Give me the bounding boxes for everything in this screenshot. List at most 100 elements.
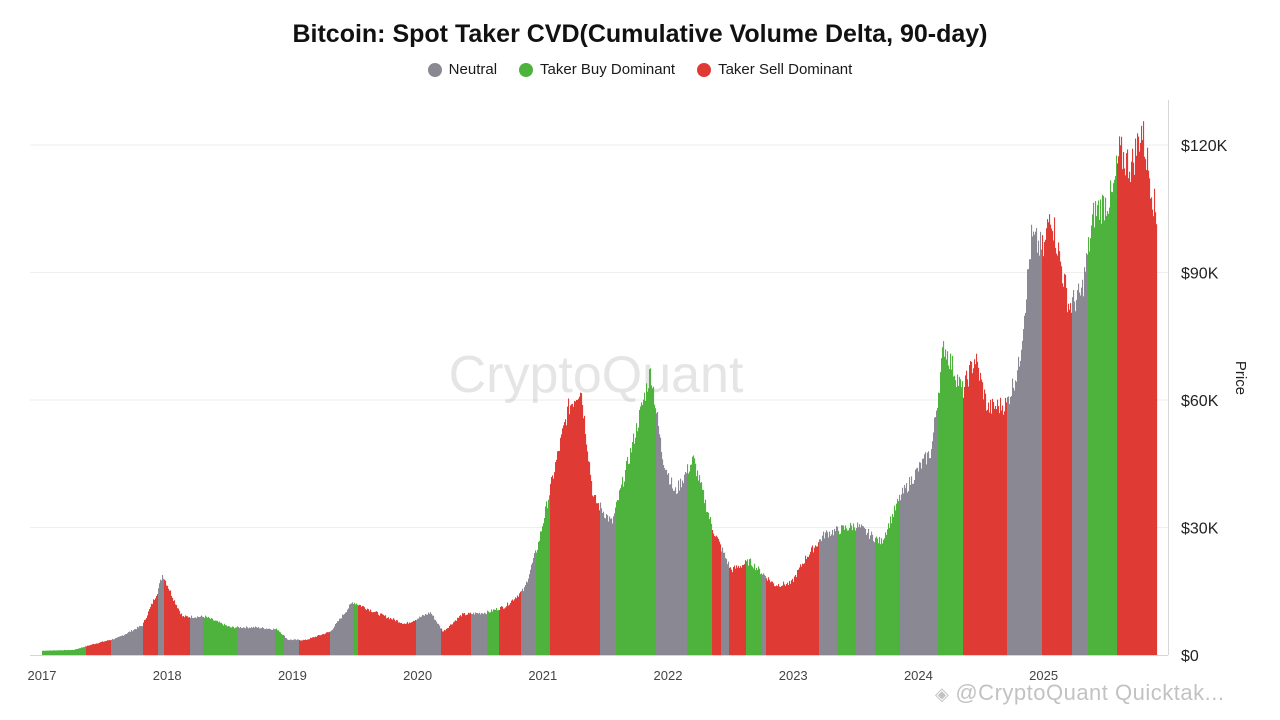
price-bar-neutral [670,484,672,655]
price-bar-neutral [921,468,923,655]
price-bar-sell [468,612,470,655]
price-bar-buy [60,650,62,655]
price-bar-sell [571,404,573,655]
price-bar-sell [1062,283,1064,655]
legend-dot-sell [697,62,712,77]
price-bar-sell [307,639,309,655]
price-bar-buy [952,355,954,655]
price-bar-neutral [201,615,203,655]
price-bar-neutral [423,615,425,655]
price-bar-sell [570,405,572,655]
price-bar-sell [302,640,304,655]
price-bar-sell [792,578,794,655]
price-bar-sell [397,620,399,655]
price-bar-sell [1135,138,1137,656]
price-bar-sell [104,641,106,655]
price-bar-neutral [661,452,663,655]
price-bar-buy [496,608,498,655]
price-bar-neutral [728,561,730,655]
price-bar-buy [899,494,901,655]
price-bar-buy [878,543,880,655]
price-bar-neutral [193,618,195,655]
price-bar-neutral [344,613,346,655]
price-bar-neutral [872,534,874,655]
price-bar-buy [540,531,542,655]
price-bar-sell [409,622,411,655]
price-bar-neutral [331,630,333,655]
price-bar-buy [655,408,657,655]
price-bar-neutral [1016,381,1018,655]
price-bar-buy [852,530,854,655]
price-bar-buy [954,375,956,655]
price-bar-neutral [905,488,907,655]
price-bar-sell [443,631,445,655]
legend-item-buy[interactable]: Taker Buy Dominant [519,61,675,78]
price-bar-buy [547,508,549,655]
price-bar-neutral [133,630,135,655]
price-bar-sell [574,400,576,655]
price-bar-buy [960,379,962,655]
price-bar-buy [961,387,963,655]
price-bar-sell [168,588,170,655]
price-bar-neutral [130,631,132,655]
price-bar-sell [773,583,775,655]
price-bar-buy [232,626,234,655]
price-bar-neutral [723,552,725,655]
price-bar-buy [854,527,856,655]
price-bar-sell [448,627,450,655]
price-bar-neutral [123,635,125,655]
price-bar-neutral [341,618,343,655]
price-bar-neutral [603,511,605,655]
price-bar-sell [798,569,800,655]
legend-item-neutral[interactable]: Neutral [427,61,497,78]
legend-item-sell[interactable]: Taker Sell Dominant [697,61,852,78]
price-bar-neutral [683,483,685,655]
price-bar-buy [626,460,628,655]
price-bar-neutral [1010,396,1012,655]
price-bar-sell [785,585,787,655]
price-bar-neutral [436,621,438,655]
price-bar-neutral [1025,312,1027,655]
price-bar-sell [170,590,172,655]
price-bar-buy [896,503,898,655]
price-bar-sell [505,607,507,655]
price-bar-neutral [1030,259,1032,655]
price-bar-buy [891,523,893,655]
price-bar-sell [88,645,90,655]
price-bar-neutral [191,615,193,655]
price-bar-neutral [111,639,113,655]
price-bar-buy [1116,155,1118,655]
price-bar-buy [233,626,235,655]
center-watermark: CryptoQuant [449,346,744,404]
price-bar-buy [893,516,895,655]
price-bar-neutral [246,626,248,655]
price-bar-buy [548,499,550,655]
y-axis-title: Price [1232,361,1249,395]
price-bar-neutral [471,614,473,655]
price-bar-buy [1096,216,1098,655]
price-bar-sell [981,379,983,655]
price-bar-sell [1119,136,1121,655]
price-bar-sell [1068,303,1070,655]
price-bar-sell [733,566,735,655]
price-bar-sell [450,624,452,655]
price-bar-sell [964,386,966,655]
price-bar-sell [999,413,1001,655]
price-bar-sell [1006,402,1008,655]
price-bar-sell [1045,239,1047,655]
price-bar-sell [741,567,743,655]
price-bar-neutral [270,629,272,655]
price-bar-neutral [1040,231,1042,655]
price-bar-sell [155,598,157,655]
price-bar-neutral [345,612,347,655]
price-bar-buy [354,602,356,655]
price-bar-sell [1131,161,1133,656]
price-bar-neutral [866,534,868,655]
price-bar-neutral [607,515,609,655]
price-bar-neutral [868,528,870,655]
price-bar-neutral [480,614,482,655]
price-bar-neutral [115,638,117,655]
price-bar-sell [179,610,181,655]
price-bar-neutral [871,531,873,655]
